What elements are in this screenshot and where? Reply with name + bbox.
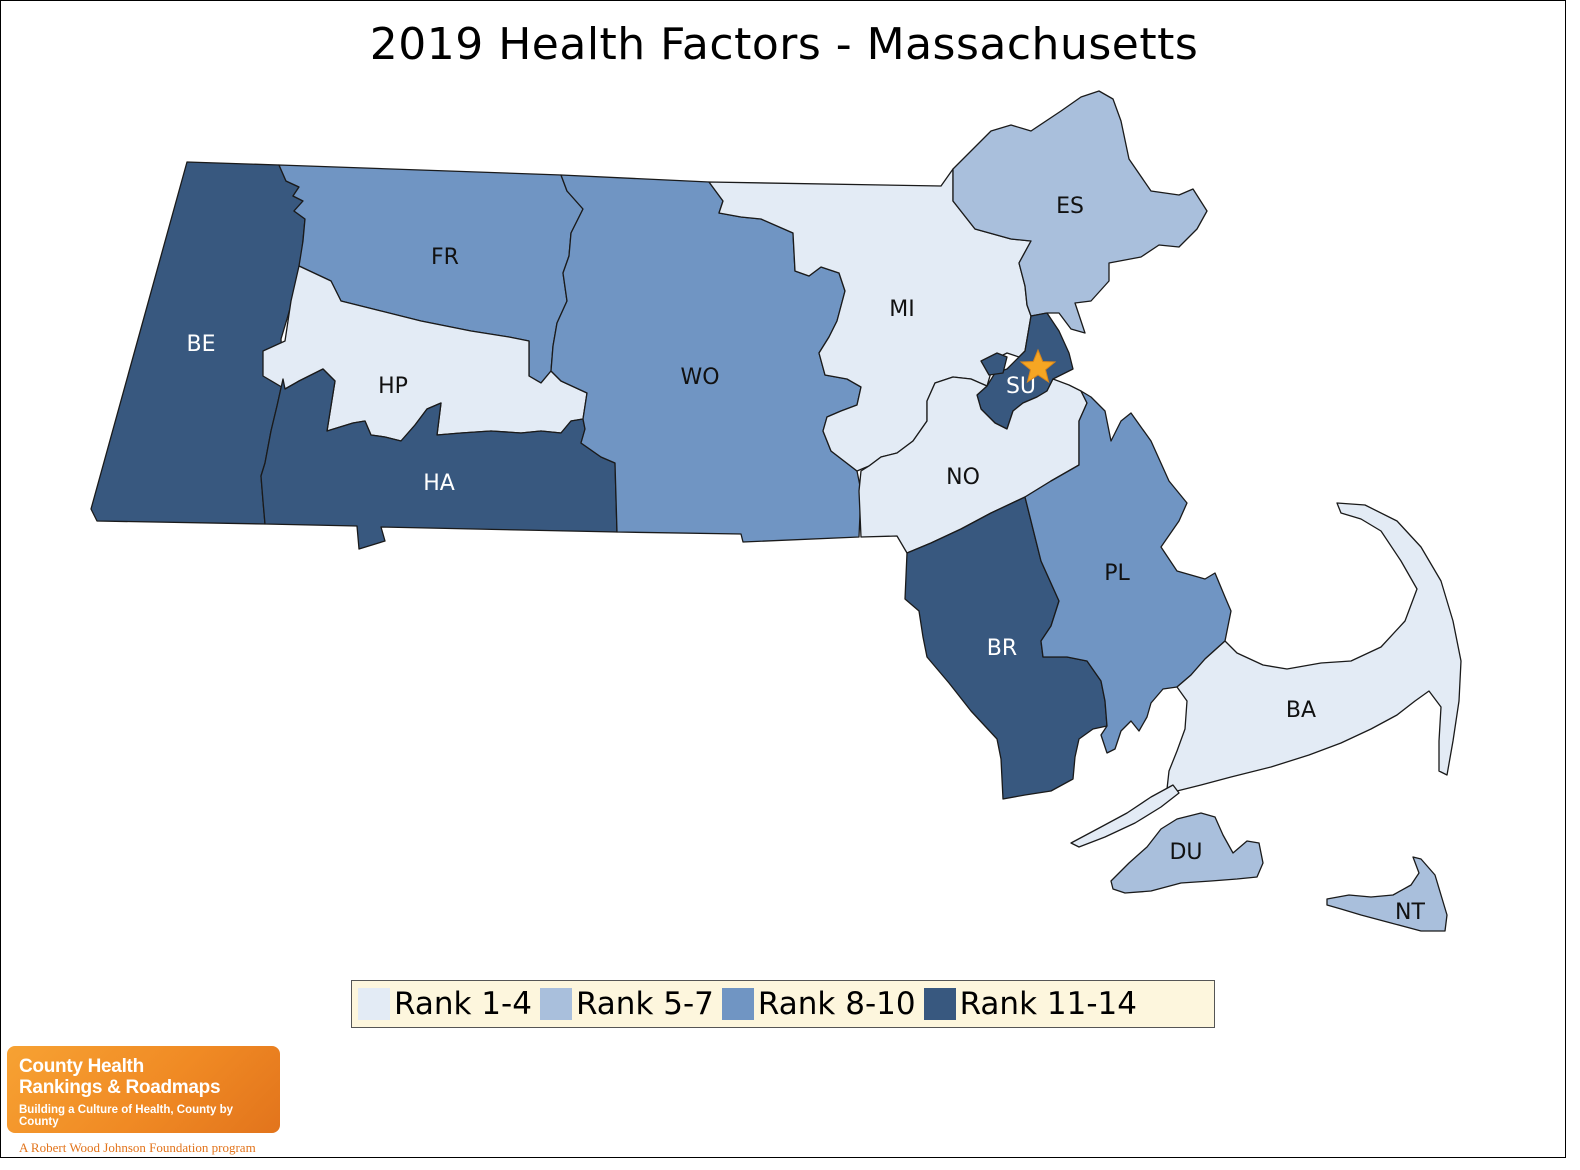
county-BA-islands[interactable] [1070,784,1180,848]
county-HA[interactable] [260,368,618,550]
county-label-fr: FR [431,245,459,270]
county-label-wo: WO [680,365,719,390]
legend-item-rank-1-4: Rank 1-4 [358,986,532,1022]
county-SU-chelsea[interactable] [980,352,1008,376]
legend-swatch [358,988,390,1020]
county-label-pl: PL [1104,561,1130,586]
county-label-be: BE [187,332,216,357]
map-title: 2019 Health Factors - Massachusetts [369,19,1199,70]
legend-label: Rank 11-14 [959,986,1137,1022]
county-health-rankings-logo[interactable]: County Health Rankings & Roadmaps Buildi… [7,1046,280,1133]
legend-item-rank-8-10: Rank 8-10 [721,986,916,1022]
legend-swatch [923,988,956,1020]
map-legend: Rank 1-4 Rank 5-7 Rank 8-10 Rank 11-14 [351,980,1215,1028]
legend-label: Rank 1-4 [394,986,532,1022]
county-label-no: NO [946,465,980,490]
county-BA[interactable] [1166,502,1462,792]
county-DU[interactable] [1110,812,1264,894]
county-label-br: BR [987,636,1017,661]
county-NT[interactable] [1326,856,1448,932]
logo-tagline: Building a Culture of Health, County by … [19,1104,234,1128]
county-label-ha: HA [423,471,455,496]
legend-swatch [539,988,572,1020]
logo-title-line2: Rankings & Roadmaps [19,1077,221,1098]
county-label-es: ES [1056,194,1084,219]
legend-swatch [721,988,754,1020]
legend-item-rank-11-14: Rank 11-14 [923,986,1137,1022]
logo-title-line1: County Health [19,1056,144,1077]
county-label-nt: NT [1395,900,1425,925]
legend-item-rank-5-7: Rank 5-7 [539,986,714,1022]
logo-program-text: A Robert Wood Johnson Foundation program [19,1140,256,1155]
county-label-hp: HP [378,374,408,399]
logo-title: County Health Rankings & Roadmaps [19,1056,268,1098]
county-ES[interactable] [952,90,1208,334]
legend-label: Rank 8-10 [757,986,916,1022]
legend-label: Rank 5-7 [575,986,714,1022]
county-label-du: DU [1169,840,1202,865]
county-label-ba: BA [1286,698,1316,723]
star-icon [1019,348,1057,384]
county-label-mi: MI [889,297,914,322]
